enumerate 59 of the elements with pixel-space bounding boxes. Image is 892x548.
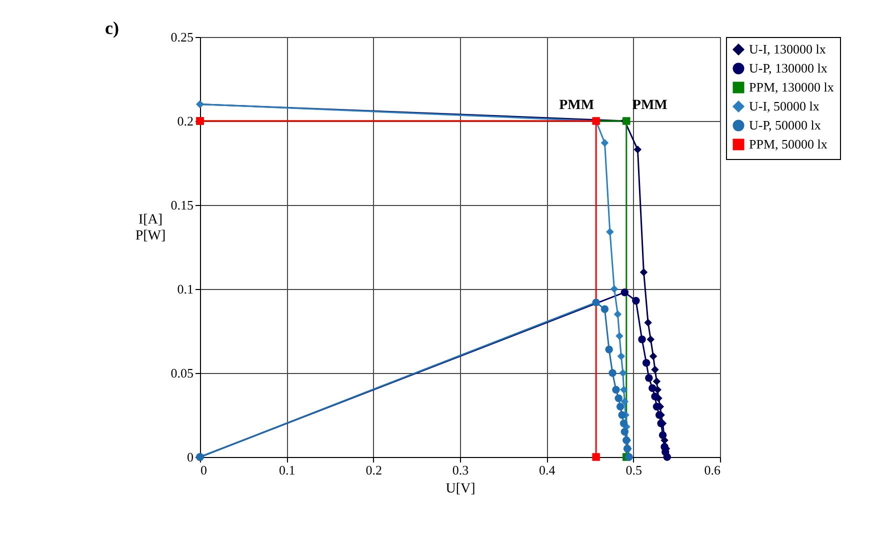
y-tick-label: 0.1 — [177, 282, 194, 296]
point — [620, 428, 629, 436]
point — [651, 392, 659, 400]
y-tick-label: 0.2 — [177, 114, 194, 128]
point — [605, 346, 613, 354]
point — [645, 374, 653, 382]
point — [616, 332, 624, 340]
y-tick-label: 0.15 — [170, 198, 194, 212]
legend-label: U-I, 50000 lx — [749, 98, 820, 114]
y-tick-label: 0 — [187, 450, 194, 464]
point — [652, 402, 661, 410]
point — [592, 298, 600, 306]
legend-label: PPM, 50000 lx — [749, 136, 828, 152]
point — [614, 394, 622, 402]
point — [612, 386, 620, 394]
x-tick-label: 0.5 — [626, 462, 642, 478]
point — [618, 411, 626, 419]
point — [634, 146, 642, 154]
x-tick-label: 0.3 — [452, 462, 469, 478]
point — [646, 336, 655, 344]
x-tick-label: 0.6 — [704, 462, 721, 478]
point — [632, 296, 640, 305]
point — [644, 318, 652, 326]
point — [619, 369, 627, 377]
legend-label: U-P, 130000 lx — [749, 60, 828, 76]
point — [614, 310, 622, 318]
point — [610, 285, 618, 293]
y-tick-label: 0.25 — [170, 30, 194, 44]
x-axis-title: U[V] — [446, 482, 476, 496]
point — [606, 228, 614, 236]
point — [600, 305, 609, 314]
x-tick-label: 0.4 — [539, 462, 556, 478]
x-tick-label: 0 — [200, 462, 207, 478]
point — [642, 359, 650, 367]
point — [617, 352, 626, 360]
point — [649, 352, 658, 360]
legend-label: U-I, 130000 lx — [749, 42, 826, 56]
point — [640, 268, 648, 276]
point — [620, 386, 628, 394]
x-tick-label: 0.1 — [279, 462, 296, 478]
point — [620, 420, 628, 428]
point — [620, 398, 629, 406]
point — [592, 453, 600, 461]
point — [638, 336, 646, 344]
point — [658, 431, 667, 440]
point — [608, 369, 616, 377]
x-tick-label: 0.2 — [366, 462, 382, 478]
legend-label: U-P, 50000 lx — [749, 118, 822, 132]
y-axis-title: I[A] P[W] — [135, 212, 166, 244]
point — [651, 366, 659, 374]
point — [616, 402, 624, 410]
point — [620, 288, 629, 296]
annotation: PMM — [559, 98, 594, 113]
legend-label: PPM, 130000 lx — [749, 80, 834, 94]
point — [652, 378, 661, 386]
point — [648, 384, 656, 392]
y-tick-label: 0.05 — [170, 366, 194, 380]
point — [600, 138, 609, 147]
text: c) — [105, 18, 119, 38]
